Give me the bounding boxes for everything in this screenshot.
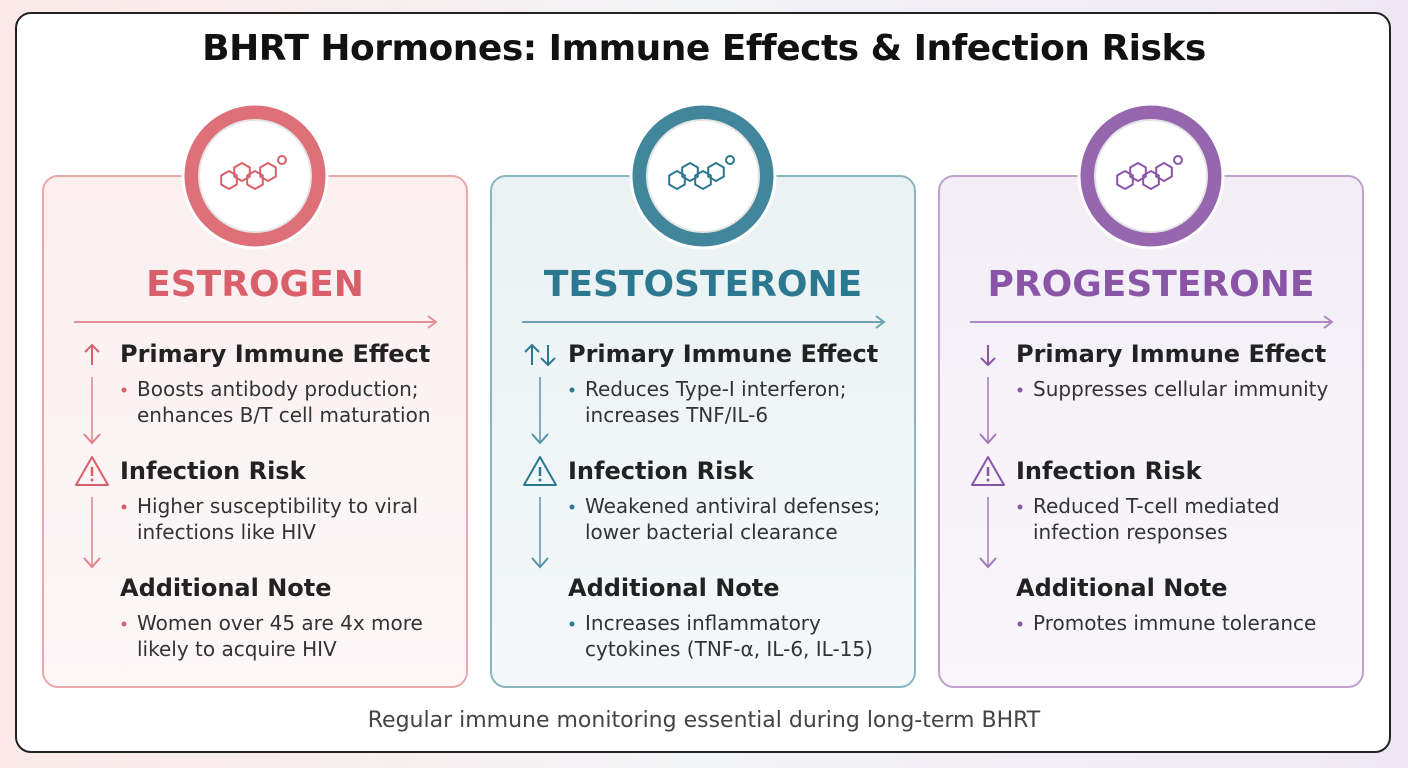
section-text: Reduces Type-I interferon; increases TNF… <box>585 377 847 427</box>
section-text: Weakened antiviral defenses; lower bacte… <box>585 494 881 544</box>
connector-head <box>979 433 997 445</box>
molecule-o <box>725 155 735 165</box>
connector-head <box>531 433 549 445</box>
ring <box>1142 169 1160 191</box>
section-heading: Infection Risk <box>1016 457 1202 485</box>
emblem-inner <box>198 119 312 233</box>
icon <box>524 343 540 353</box>
molecule <box>668 155 735 191</box>
ring <box>707 161 725 183</box>
ring <box>1129 161 1147 183</box>
section-heading: Additional Note <box>120 574 332 602</box>
molecule <box>220 155 287 191</box>
bullet-dot <box>569 621 575 627</box>
ring <box>694 169 712 191</box>
card <box>42 175 468 688</box>
emblem-inner <box>1094 119 1208 233</box>
ring <box>1116 169 1134 191</box>
card-name: PROGESTERONE <box>987 264 1315 305</box>
molecule-o <box>277 155 287 165</box>
section-text: Suppresses cellular immunity <box>1033 377 1329 401</box>
ring <box>1155 161 1173 183</box>
ring <box>259 161 277 183</box>
warning-dot <box>986 478 990 482</box>
ring <box>246 169 264 191</box>
divider-head <box>875 315 886 329</box>
card <box>938 175 1364 688</box>
connector-head <box>531 557 549 569</box>
ring <box>220 169 238 191</box>
bullet-dot <box>1017 621 1023 627</box>
section-text: Promotes immune tolerance <box>1033 611 1317 635</box>
warning-dot <box>90 478 94 482</box>
molecule-o <box>1173 155 1183 165</box>
footer: Regular immune monitoring essential duri… <box>367 708 1041 733</box>
icon <box>540 357 556 367</box>
section-heading: Primary Immune Effect <box>568 340 879 368</box>
warning-dot <box>538 478 542 482</box>
bullet-dot <box>121 621 127 627</box>
section-heading: Additional Note <box>568 574 780 602</box>
section-text: Women over 45 are 4x more likely to acqu… <box>137 611 423 661</box>
connector-head <box>83 433 101 445</box>
warning-icon <box>75 456 109 486</box>
bullet-dot <box>1017 387 1023 393</box>
section-text: Increases inflammatory cytokines (TNF-α,… <box>585 611 873 661</box>
title: BHRT Hormones: Immune Effects & Infectio… <box>202 28 1206 69</box>
section-heading: Primary Immune Effect <box>120 340 431 368</box>
section-heading: Additional Note <box>1016 574 1228 602</box>
bullet-dot <box>121 504 127 510</box>
bullet-dot <box>569 387 575 393</box>
section-heading: Primary Immune Effect <box>1016 340 1327 368</box>
warning-icon <box>971 456 1005 486</box>
section-text: Higher susceptibility to viral infection… <box>137 494 419 544</box>
bullet-dot <box>569 504 575 510</box>
ring <box>668 169 686 191</box>
card-name: ESTROGEN <box>146 264 364 305</box>
ring <box>681 161 699 183</box>
card-name: TESTOSTERONE <box>543 264 863 305</box>
divider-head <box>427 315 438 329</box>
warning-icon <box>523 456 557 486</box>
connector-head <box>979 557 997 569</box>
ring <box>233 161 251 183</box>
section-text: Boosts antibody production; enhances B/T… <box>137 377 431 427</box>
bullet-dot <box>1017 504 1023 510</box>
molecule <box>1116 155 1183 191</box>
emblem-inner <box>646 119 760 233</box>
section-text: Reduced T-cell mediated infection respon… <box>1033 494 1280 544</box>
icon <box>84 343 100 353</box>
section-heading: Infection Risk <box>568 457 754 485</box>
connector-head <box>83 557 101 569</box>
divider-head <box>1323 315 1334 329</box>
section-heading: Infection Risk <box>120 457 306 485</box>
bullet-dot <box>121 387 127 393</box>
icon <box>980 357 996 367</box>
